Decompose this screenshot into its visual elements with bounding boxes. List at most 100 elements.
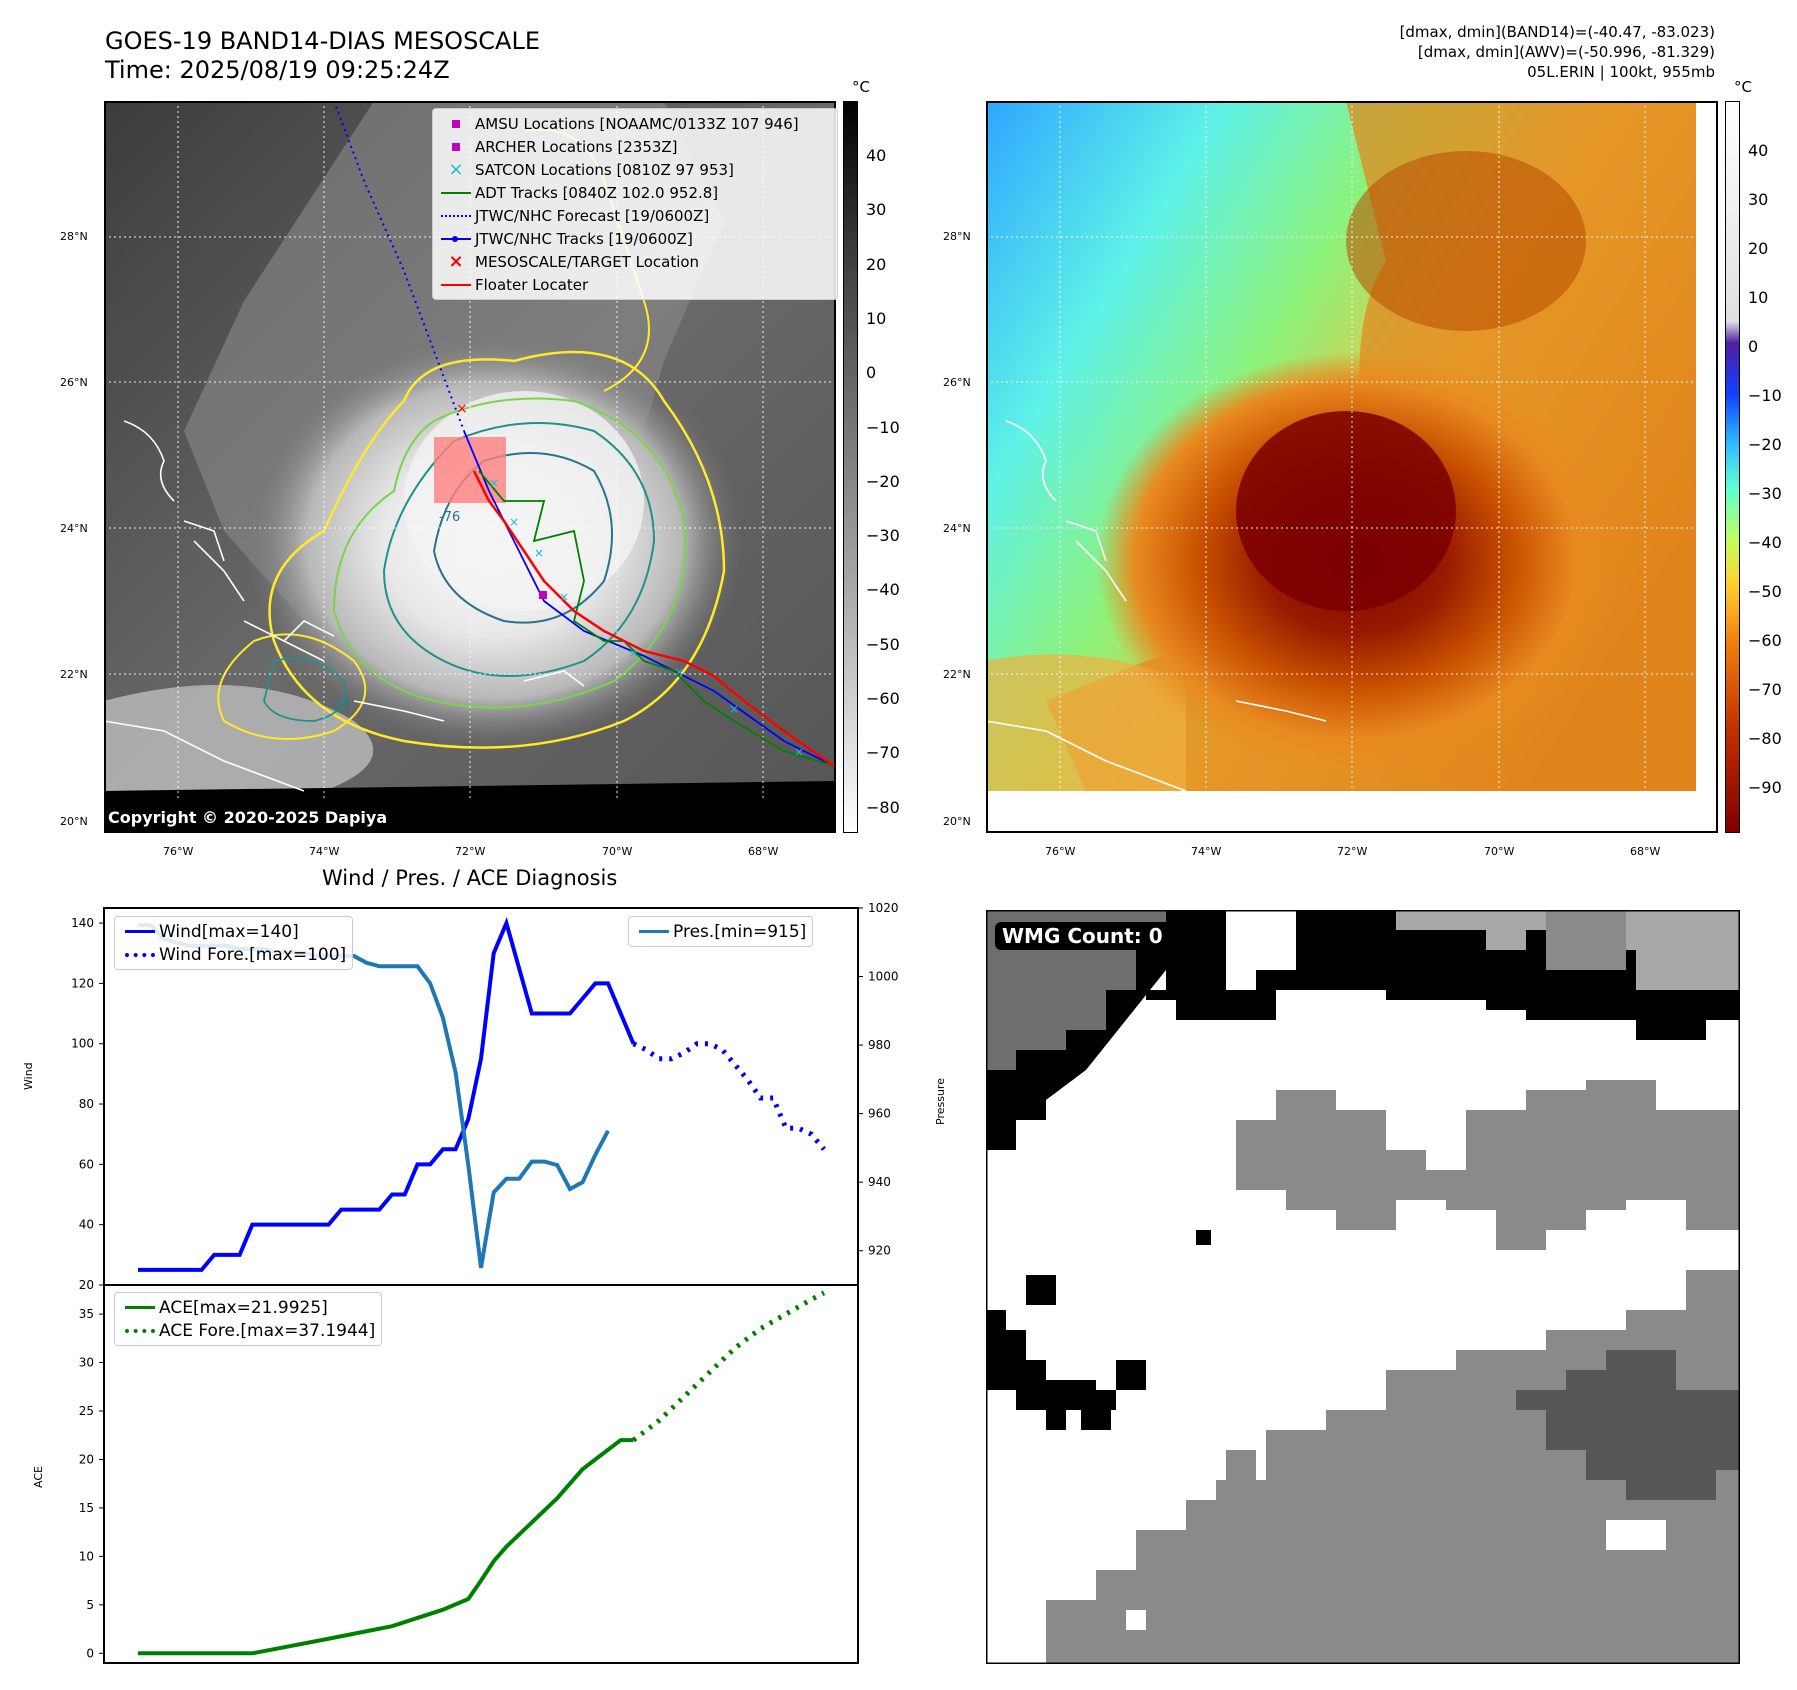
- ace-legend: ACE[max=21.9925] ACE Fore.[max=37.1944]: [114, 1292, 383, 1346]
- pressure-tick-label: 960: [868, 1107, 891, 1121]
- ace-chart: 0 5 10 15 20 25 30 35: [79, 1284, 859, 1664]
- legend-item-target: × MESOSCALE/TARGET Location: [437, 250, 833, 273]
- colorbar-tick: −80: [866, 797, 900, 817]
- colorbar-tick: −40: [866, 580, 900, 600]
- colorbar-tick: −20: [866, 471, 900, 491]
- legend-item-satcon: × SATCON Locations [0810Z 97 953]: [437, 158, 833, 181]
- wind-tick-label: 60: [79, 1157, 94, 1171]
- info-line1: [dmax, dmin](BAND14)=(-40.47, -83.023): [1399, 23, 1715, 41]
- legend-item-jtwc-tracks: JTWC/NHC Tracks [19/0600Z]: [437, 227, 833, 250]
- ace-tick-label: 35: [79, 1307, 94, 1321]
- lon-tick-70: 70°W: [602, 845, 633, 858]
- pressure-tick-label: 920: [868, 1244, 891, 1258]
- line-icon: [441, 283, 471, 286]
- colorbar-tick: −50: [866, 634, 900, 654]
- legend-item-jtwc-forecast: JTWC/NHC Forecast [19/0600Z]: [437, 204, 833, 227]
- legend-item-amsu: AMSU Locations [NOAAMC/0133Z 107 946]: [437, 112, 833, 135]
- figure-title-line1: GOES-19 BAND14-DIAS MESOSCALE: [105, 27, 541, 55]
- lon-tick-72: 72°W: [455, 845, 486, 858]
- svg-text:×: ×: [794, 745, 804, 759]
- lat-tick-28-right: 28°N: [943, 230, 971, 243]
- colorbar-tick: 30: [1748, 190, 1769, 209]
- colorbar-tick: 10: [866, 308, 887, 328]
- svg-text:×: ×: [559, 590, 569, 604]
- pressure-tick-label: 1020: [868, 901, 899, 915]
- svg-text:×: ×: [629, 646, 639, 660]
- wind-tick-label: 120: [71, 976, 94, 990]
- legend-item-wind: Wind[max=140]: [121, 920, 346, 943]
- colorbar-tick: −40: [1748, 533, 1782, 552]
- legend-item-floater: Floater Locater: [437, 273, 833, 296]
- lat-tick-24-right: 24°N: [943, 522, 971, 535]
- lon-tick-68-right: 68°W: [1630, 845, 1661, 858]
- mesoscale-target-marker: ×: [456, 401, 468, 417]
- lon-tick-68: 68°W: [748, 845, 779, 858]
- dotted-line-icon: [441, 214, 471, 217]
- ace-tick-label: 10: [79, 1549, 94, 1563]
- colorbar-tick: 20: [866, 254, 887, 274]
- lon-tick-76-right: 76°W: [1045, 845, 1076, 858]
- series-line: [138, 923, 610, 1269]
- lat-tick-22: 22°N: [60, 668, 88, 681]
- contour-label-76: -76: [439, 510, 460, 525]
- info-line3: 05L.ERIN | 100kt, 955mb: [1527, 63, 1715, 81]
- svg-text:×: ×: [534, 546, 544, 560]
- dotted-line-icon: [125, 952, 155, 957]
- colorbar-tick: 30: [866, 200, 887, 220]
- lat-tick-26: 26°N: [60, 376, 88, 389]
- ace-tick-label: 30: [79, 1356, 94, 1370]
- map-legend: AMSU Locations [NOAAMC/0133Z 107 946] AR…: [432, 108, 838, 300]
- legend-item-archer: ARCHER Locations [2353Z]: [437, 135, 833, 158]
- lat-tick-28: 28°N: [60, 230, 88, 243]
- lon-tick-76: 76°W: [163, 845, 194, 858]
- legend-item-pressure: Pres.[min=915]: [635, 920, 806, 943]
- colorbar-tick: −30: [866, 526, 900, 546]
- floater-box: [434, 437, 506, 503]
- lat-tick-20: 20°N: [60, 815, 88, 828]
- legend-item-ace-forecast: ACE Fore.[max=37.1944]: [121, 1319, 375, 1342]
- colorbar-tick: 40: [1748, 141, 1769, 160]
- pressure-tick-label: 980: [868, 1038, 891, 1052]
- svg-text:×: ×: [509, 515, 519, 529]
- floater-locater-track: [472, 470, 835, 768]
- ace-axis-label: ACE: [32, 1466, 45, 1488]
- x-marker-icon: ×: [448, 251, 464, 272]
- colorbar-tick: 20: [1748, 239, 1769, 258]
- colorbar-tick: −20: [1748, 435, 1782, 454]
- colorbar-tick: −30: [1748, 484, 1782, 503]
- wind-axis-label: Wind: [22, 1062, 35, 1090]
- square-marker-icon: [452, 142, 460, 151]
- water-vapor-map: [986, 101, 1718, 833]
- adt-track: [478, 470, 835, 767]
- wind-tick-label: 20: [79, 1278, 94, 1290]
- pressure-tick-label: 1000: [868, 970, 899, 984]
- wind-pressure-chart: 20 40 60 80 100 120 140 920 940 960 980 1000 1020: [71, 901, 899, 1290]
- right-colorbar: [1725, 101, 1740, 833]
- pressure-axis-label: Pressure: [934, 1078, 947, 1125]
- series-line: [631, 1290, 826, 1443]
- ace-tick-label: 25: [79, 1404, 94, 1418]
- colorbar-tick: −90: [1748, 778, 1782, 797]
- colorbar-tick: 0: [866, 363, 877, 383]
- legend-item-wind-forecast: Wind Fore.[max=100]: [121, 943, 346, 966]
- colorbar-tick: −60: [1748, 631, 1782, 650]
- colorbar-tick: −60: [866, 689, 900, 708]
- wind-tick-label: 40: [79, 1218, 94, 1232]
- wind-tick-label: 100: [71, 1037, 94, 1051]
- legend-item-ace: ACE[max=21.9925]: [121, 1296, 375, 1319]
- series-line: [138, 1438, 634, 1656]
- line-icon: [125, 930, 155, 933]
- lon-tick-72-right: 72°W: [1337, 845, 1368, 858]
- right-map-frame: [986, 101, 1718, 833]
- wmg-grid-panel: [986, 910, 1740, 1664]
- lat-tick-24: 24°N: [60, 522, 88, 535]
- svg-text:×: ×: [674, 665, 684, 679]
- info-line2: [dmax, dmin](AWV)=(-50.996, -81.329): [1417, 43, 1715, 61]
- left-map-frame: [104, 101, 836, 833]
- x-marker-icon: ×: [448, 159, 464, 180]
- series-line: [138, 917, 636, 1272]
- figure-title-line2: Time: 2025/08/19 09:25:24Z: [105, 56, 450, 84]
- lat-tick-26-right: 26°N: [943, 376, 971, 389]
- left-colorbar-unit: °C: [852, 78, 870, 96]
- colorbar-tick: −80: [1748, 729, 1782, 748]
